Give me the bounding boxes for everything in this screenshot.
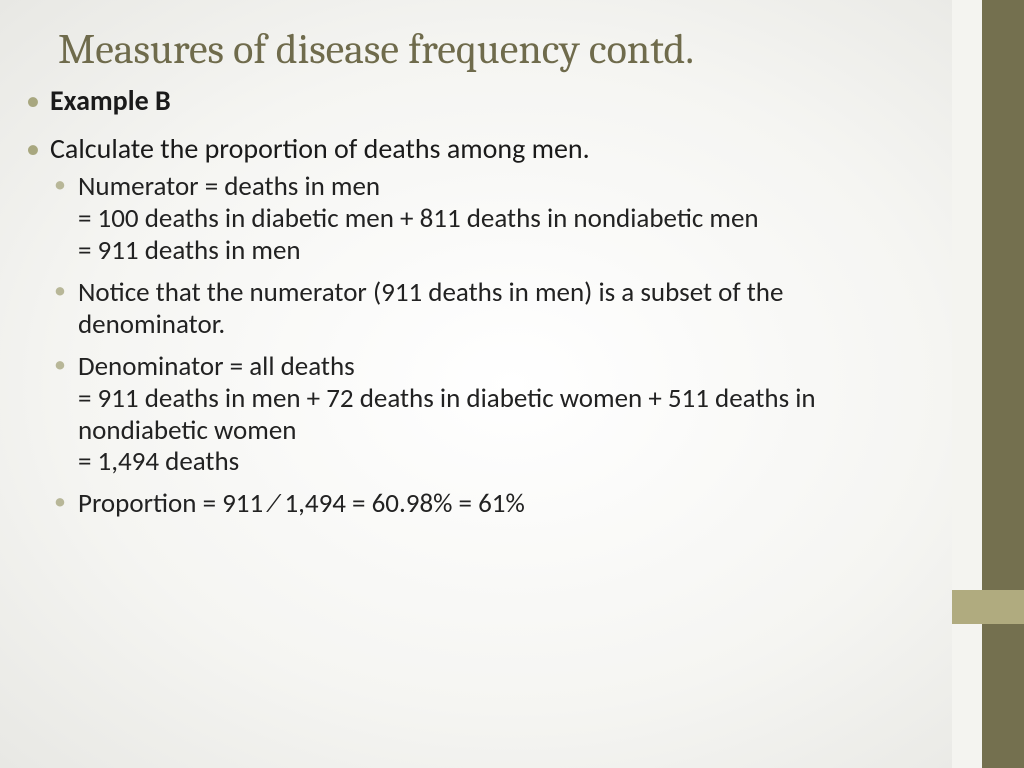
- sidebar-stripe-light: [952, 0, 982, 768]
- slide-title: Measures of disease frequency contd.: [58, 26, 930, 74]
- sub-proportion: Proportion = 911 ⁄ 1,494 = 60.98% = 61%: [50, 488, 930, 520]
- sub-text-line: = 911 deaths in men: [78, 234, 301, 267]
- sub-text-line: Numerator = deaths in men: [78, 170, 380, 203]
- sub-text-line: Denominator = all deaths: [78, 350, 355, 383]
- bullet-calculate: Calculate the proportion of deaths among…: [20, 132, 930, 520]
- sub-text-line: = 911 deaths in men + 72 deaths in diabe…: [78, 382, 816, 447]
- bullet-list-level2: Numerator = deaths in men = 100 deaths i…: [50, 171, 930, 520]
- sub-notice: Notice that the numerator (911 deaths in…: [50, 277, 930, 341]
- sub-denominator: Denominator = all deaths = 911 deaths in…: [50, 351, 930, 478]
- sub-text-line: = 100 deaths in diabetic men + 811 death…: [78, 202, 759, 235]
- bullet-example-b: Example B: [20, 84, 930, 118]
- sub-text-line: = 1,494 deaths: [78, 445, 239, 478]
- slide-content: Measures of disease frequency contd. Exa…: [0, 0, 940, 534]
- sub-numerator: Numerator = deaths in men = 100 deaths i…: [50, 171, 930, 267]
- bullet-list-level1: Example B Calculate the proportion of de…: [20, 84, 930, 520]
- bullet-text: Calculate the proportion of deaths among…: [50, 131, 590, 166]
- bullet-text: Example B: [50, 83, 171, 118]
- sub-text-line: Notice that the numerator (911 deaths in…: [78, 276, 783, 341]
- sidebar-stripe-dark: [982, 0, 1024, 768]
- sub-text-line: Proportion = 911 ⁄ 1,494 = 60.98% = 61%: [78, 487, 525, 520]
- sidebar-accent-block: [952, 590, 1024, 624]
